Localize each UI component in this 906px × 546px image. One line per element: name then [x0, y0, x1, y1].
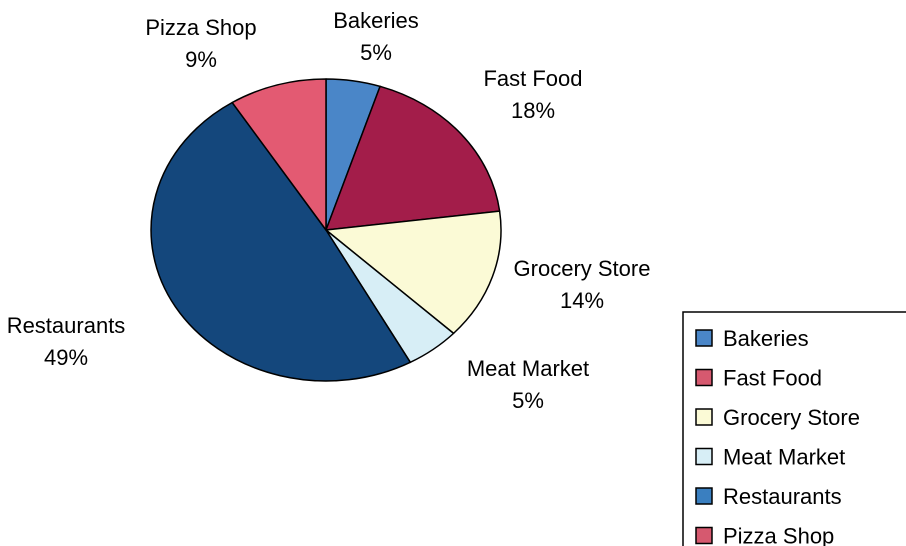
slice-label-name: Restaurants	[7, 313, 126, 338]
legend-frame	[682, 311, 906, 546]
legend-label: Meat Market	[723, 445, 845, 470]
slice-label-percent: 49%	[44, 345, 88, 370]
pie-slice-restaurants	[150, 101, 412, 382]
pie-slice-pizza-shop	[231, 78, 327, 231]
legend-label: Pizza Shop	[723, 524, 834, 546]
slice-label-name: Pizza Shop	[145, 15, 256, 40]
legend-swatch-fast-food	[695, 368, 713, 387]
legend-swatch-bakeries	[695, 329, 713, 347]
slice-label-percent: 14%	[560, 288, 604, 313]
slice-labels: Bakeries 5% Fast Food 18% Grocery Store 14% Me…	[7, 8, 651, 413]
legend-swatch-restaurants	[695, 487, 713, 505]
slice-label-percent: 9%	[185, 47, 217, 72]
legend-swatch-pizza-shop	[695, 526, 713, 545]
slice-label-percent: 18%	[511, 98, 555, 123]
legend-label: Fast Food	[723, 366, 822, 391]
legend-swatch-grocery-store	[695, 408, 713, 426]
legend-label: Grocery Store	[723, 405, 860, 430]
slice-label-name: Meat Market	[467, 356, 589, 381]
slice-label-name: Bakeries	[333, 8, 419, 33]
pie-slices	[150, 78, 502, 382]
slice-label-name: Fast Food	[483, 66, 582, 91]
pie-slice-fast-food	[325, 85, 501, 231]
slice-label-percent: 5%	[360, 40, 392, 65]
legend-label: Bakeries	[723, 326, 809, 351]
slice-label-percent: 5%	[512, 388, 544, 413]
legend-swatch-meat-market	[695, 447, 713, 466]
legend: Bakeries Fast Food Grocery Store Meat Marke…	[682, 311, 906, 546]
legend-items: Bakeries Fast Food Grocery Store Meat Marke…	[695, 326, 860, 546]
slice-label-name: Grocery Store	[514, 256, 651, 281]
pie-slice-grocery-store	[325, 210, 502, 335]
legend-label: Restaurants	[723, 484, 842, 509]
